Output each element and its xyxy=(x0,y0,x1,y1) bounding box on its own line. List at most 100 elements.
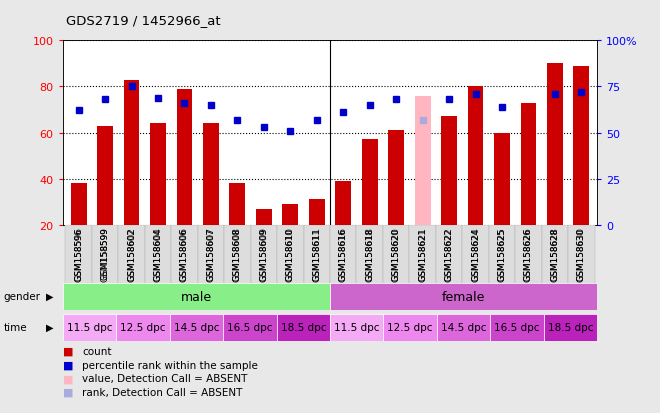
FancyBboxPatch shape xyxy=(462,225,489,304)
Text: 14.5 dpc: 14.5 dpc xyxy=(441,322,486,332)
FancyBboxPatch shape xyxy=(490,314,544,341)
Text: 14.5 dpc: 14.5 dpc xyxy=(174,322,219,332)
Bar xyxy=(414,97,430,225)
Text: GSM158609: GSM158609 xyxy=(259,228,269,280)
FancyBboxPatch shape xyxy=(568,225,595,304)
Text: GSM158618: GSM158618 xyxy=(365,227,374,282)
Bar xyxy=(362,140,378,225)
Text: count: count xyxy=(82,346,112,356)
Text: GSM158616: GSM158616 xyxy=(339,227,348,282)
Text: GSM158625: GSM158625 xyxy=(498,227,506,281)
Text: 16.5 dpc: 16.5 dpc xyxy=(227,322,273,332)
FancyBboxPatch shape xyxy=(277,225,304,304)
FancyBboxPatch shape xyxy=(63,283,330,310)
Text: 11.5 dpc: 11.5 dpc xyxy=(67,322,112,332)
FancyBboxPatch shape xyxy=(383,225,409,304)
Text: GSM158602: GSM158602 xyxy=(127,228,136,280)
FancyBboxPatch shape xyxy=(515,225,542,304)
Text: GSM158604: GSM158604 xyxy=(154,227,162,281)
Text: GSM158620: GSM158620 xyxy=(391,228,401,280)
Bar xyxy=(203,124,219,225)
Text: GDS2719 / 1452966_at: GDS2719 / 1452966_at xyxy=(66,14,220,27)
Bar xyxy=(494,133,510,225)
Text: 11.5 dpc: 11.5 dpc xyxy=(334,322,379,332)
Bar xyxy=(256,209,272,225)
FancyBboxPatch shape xyxy=(224,225,251,304)
FancyBboxPatch shape xyxy=(330,283,597,310)
Text: value, Detection Call = ABSENT: value, Detection Call = ABSENT xyxy=(82,373,248,383)
FancyBboxPatch shape xyxy=(251,225,277,304)
Text: GSM158618: GSM158618 xyxy=(365,228,374,280)
Text: 16.5 dpc: 16.5 dpc xyxy=(494,322,540,332)
FancyBboxPatch shape xyxy=(118,225,145,304)
Text: GSM158624: GSM158624 xyxy=(471,227,480,281)
FancyBboxPatch shape xyxy=(544,314,597,341)
Text: male: male xyxy=(181,290,212,303)
Bar xyxy=(97,126,113,225)
Text: ■: ■ xyxy=(63,360,73,370)
Bar xyxy=(309,200,325,225)
Text: GSM158608: GSM158608 xyxy=(233,228,242,280)
Text: ■: ■ xyxy=(63,373,73,383)
FancyBboxPatch shape xyxy=(63,314,116,341)
Text: GSM158596: GSM158596 xyxy=(74,227,83,282)
FancyBboxPatch shape xyxy=(223,314,277,341)
Text: GSM158620: GSM158620 xyxy=(391,227,401,281)
FancyBboxPatch shape xyxy=(198,225,224,304)
Text: GSM158630: GSM158630 xyxy=(577,227,586,282)
Bar xyxy=(150,124,166,225)
FancyBboxPatch shape xyxy=(383,314,437,341)
Text: rank, Detection Call = ABSENT: rank, Detection Call = ABSENT xyxy=(82,387,243,397)
Text: gender: gender xyxy=(3,291,40,301)
Text: GSM158628: GSM158628 xyxy=(550,227,560,281)
Text: GSM158599: GSM158599 xyxy=(100,227,110,282)
FancyBboxPatch shape xyxy=(65,225,92,304)
Bar xyxy=(441,117,457,225)
FancyBboxPatch shape xyxy=(542,225,568,304)
FancyBboxPatch shape xyxy=(356,225,383,304)
Text: GSM158604: GSM158604 xyxy=(154,228,162,280)
Bar xyxy=(335,181,351,225)
FancyBboxPatch shape xyxy=(145,225,171,304)
FancyBboxPatch shape xyxy=(330,314,383,341)
Text: GSM158622: GSM158622 xyxy=(445,228,453,280)
Bar xyxy=(388,131,404,225)
FancyBboxPatch shape xyxy=(409,225,436,304)
Text: GSM158610: GSM158610 xyxy=(286,228,295,280)
Text: GSM158606: GSM158606 xyxy=(180,227,189,282)
FancyBboxPatch shape xyxy=(330,225,356,304)
Text: GSM158624: GSM158624 xyxy=(471,228,480,280)
Text: GSM158611: GSM158611 xyxy=(312,228,321,280)
FancyBboxPatch shape xyxy=(171,225,198,304)
Bar xyxy=(71,184,86,225)
Bar xyxy=(176,90,192,225)
Text: GSM158626: GSM158626 xyxy=(524,227,533,281)
Text: GSM158609: GSM158609 xyxy=(259,227,269,282)
Bar xyxy=(282,204,298,225)
Text: GSM158621: GSM158621 xyxy=(418,227,427,281)
Text: female: female xyxy=(442,290,485,303)
FancyBboxPatch shape xyxy=(489,225,515,304)
Text: ▶: ▶ xyxy=(46,291,53,301)
Text: GSM158625: GSM158625 xyxy=(498,228,506,280)
Bar xyxy=(521,103,537,225)
Text: 12.5 dpc: 12.5 dpc xyxy=(120,322,166,332)
FancyBboxPatch shape xyxy=(116,314,170,341)
Text: GSM158630: GSM158630 xyxy=(577,228,586,280)
FancyBboxPatch shape xyxy=(437,314,490,341)
Bar xyxy=(547,64,563,225)
Text: 18.5 dpc: 18.5 dpc xyxy=(548,322,593,332)
Bar xyxy=(230,184,246,225)
Text: GSM158621: GSM158621 xyxy=(418,228,427,280)
Text: ▶: ▶ xyxy=(46,322,53,332)
Text: GSM158611: GSM158611 xyxy=(312,227,321,282)
FancyBboxPatch shape xyxy=(304,225,330,304)
Text: GSM158626: GSM158626 xyxy=(524,228,533,280)
FancyBboxPatch shape xyxy=(277,314,330,341)
Text: 18.5 dpc: 18.5 dpc xyxy=(280,322,326,332)
Text: 12.5 dpc: 12.5 dpc xyxy=(387,322,433,332)
FancyBboxPatch shape xyxy=(92,225,118,304)
Text: ■: ■ xyxy=(63,387,73,397)
FancyBboxPatch shape xyxy=(170,314,223,341)
Text: GSM158608: GSM158608 xyxy=(233,227,242,282)
